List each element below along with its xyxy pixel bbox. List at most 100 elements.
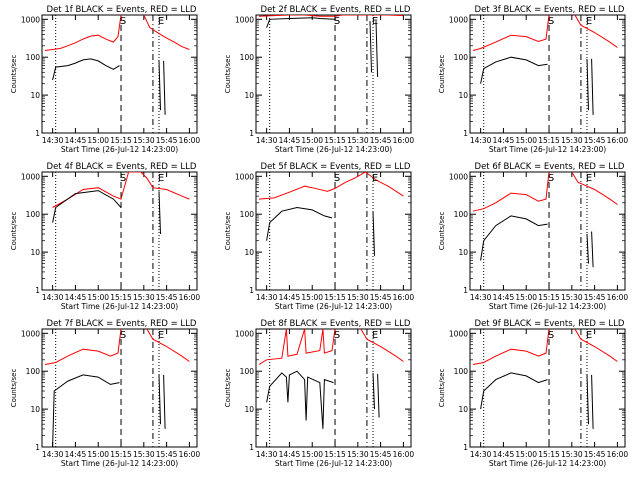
- y-tick-label: 100: [26, 367, 41, 376]
- x-tick-label: 15:00: [87, 293, 109, 302]
- x-tick-label: 14:30: [256, 450, 278, 459]
- x-tick-label: 15:45: [370, 450, 392, 459]
- y-tick-label: 100: [26, 210, 41, 219]
- y-tick-label: 100: [454, 53, 469, 62]
- y-tick-label: 10: [30, 405, 40, 414]
- y-tick-label: 1: [249, 286, 254, 295]
- series-line: [44, 329, 190, 365]
- series-line: [472, 329, 618, 365]
- x-tick-label: 14:45: [493, 450, 515, 459]
- plot-frame: [469, 14, 626, 134]
- x-tick-label: 16:00: [607, 136, 629, 145]
- plot-frame: [469, 328, 626, 448]
- x-tick-label: 14:45: [65, 136, 87, 145]
- y-tick-label: 1000: [21, 329, 40, 338]
- event-marker-label: E: [586, 173, 592, 184]
- series-line: [52, 172, 190, 208]
- x-tick-label: 15:00: [87, 136, 109, 145]
- event-marker-label: E: [586, 330, 592, 341]
- plot-frame: [255, 328, 412, 448]
- x-tick-label: 15:00: [301, 136, 323, 145]
- x-tick-label: 16:00: [393, 136, 415, 145]
- y-axis-label: Counts/sec: [438, 369, 446, 408]
- series-line: [44, 15, 190, 51]
- x-tick-label: 15:45: [370, 293, 392, 302]
- y-tick-label: 1: [35, 129, 40, 138]
- event-marker-label: S: [334, 330, 340, 341]
- y-axis-label: Counts/sec: [224, 55, 232, 94]
- x-tick-label: 15:15: [538, 136, 560, 145]
- chart-title: Det 3f BLACK = Events, RED = LLD: [475, 5, 625, 15]
- y-axis-label: Counts/sec: [224, 369, 232, 408]
- series-line: [258, 172, 404, 200]
- y-tick-label: 100: [454, 210, 469, 219]
- x-tick-label: 14:45: [65, 293, 87, 302]
- x-tick-label: 14:30: [470, 136, 492, 145]
- x-axis-label: Start Time (26-Jul-12 14:23:00): [275, 302, 392, 311]
- x-tick-label: 16:00: [179, 293, 201, 302]
- series-line: [266, 206, 375, 256]
- chart-panel: Det 5f BLACK = Events, RED = LLD 1 10 100 10…: [224, 162, 414, 311]
- plot-frame: [41, 14, 198, 134]
- y-tick-label: 1000: [235, 15, 254, 24]
- series-line: [52, 374, 166, 447]
- event-marker-label: E: [158, 16, 164, 27]
- event-marker-label: S: [548, 16, 554, 27]
- x-axis-label: Start Time (26-Jul-12 14:23:00): [61, 459, 178, 468]
- x-tick-label: 15:15: [110, 450, 132, 459]
- x-tick-label: 16:00: [607, 450, 629, 459]
- series-line: [258, 329, 404, 365]
- x-tick-label: 14:30: [256, 136, 278, 145]
- x-tick-label: 15:00: [301, 293, 323, 302]
- plot-frame: [41, 171, 198, 291]
- x-tick-label: 15:15: [110, 136, 132, 145]
- y-axis-label: Counts/sec: [224, 212, 232, 251]
- y-tick-label: 1000: [449, 329, 468, 338]
- chart-panel: Det 1f BLACK = Events, RED = LLD 1 10 100 10…: [10, 5, 200, 154]
- y-tick-label: 100: [454, 367, 469, 376]
- chart-title: Det 6f BLACK = Events, RED = LLD: [475, 162, 625, 172]
- y-tick-label: 10: [458, 405, 468, 414]
- y-tick-label: 1000: [235, 329, 254, 338]
- x-tick-label: 16:00: [179, 450, 201, 459]
- y-tick-label: 1: [463, 443, 468, 452]
- event-marker-label: S: [334, 16, 340, 27]
- y-tick-label: 1000: [449, 172, 468, 181]
- x-tick-label: 15:00: [515, 136, 537, 145]
- x-tick-label: 14:45: [279, 450, 301, 459]
- chart-panel: Det 3f BLACK = Events, RED = LLD 1 10 100 10…: [438, 5, 628, 154]
- plot-frame: [255, 14, 412, 134]
- chart-panel: Det 9f BLACK = Events, RED = LLD 1 10 100 10…: [438, 319, 628, 468]
- y-tick-label: 10: [458, 91, 468, 100]
- y-tick-label: 100: [240, 210, 255, 219]
- x-tick-label: 15:00: [87, 450, 109, 459]
- x-tick-label: 15:30: [347, 293, 369, 302]
- y-tick-label: 1: [249, 443, 254, 452]
- x-tick-label: 14:45: [279, 293, 301, 302]
- event-marker-label: S: [120, 173, 126, 184]
- chart-title: Det 9f BLACK = Events, RED = LLD: [475, 319, 625, 329]
- x-tick-label: 15:45: [584, 450, 606, 459]
- y-tick-label: 1000: [21, 172, 40, 181]
- event-marker-label: E: [586, 16, 592, 27]
- series-line: [480, 215, 594, 268]
- y-axis-label: Counts/sec: [10, 212, 18, 251]
- x-tick-label: 14:30: [42, 293, 64, 302]
- event-marker-label: S: [120, 330, 126, 341]
- series-line: [472, 172, 618, 212]
- x-axis-label: Start Time (26-Jul-12 14:23:00): [489, 302, 606, 311]
- x-tick-label: 15:00: [515, 293, 537, 302]
- x-tick-label: 15:30: [133, 293, 155, 302]
- y-tick-label: 10: [244, 248, 254, 257]
- event-marker-label: E: [372, 173, 378, 184]
- y-tick-label: 1: [35, 286, 40, 295]
- x-tick-label: 15:15: [324, 450, 346, 459]
- series-line: [52, 58, 166, 115]
- plot-frame: [255, 171, 412, 291]
- x-tick-label: 14:45: [65, 450, 87, 459]
- y-tick-label: 10: [244, 91, 254, 100]
- y-axis-label: Counts/sec: [10, 369, 18, 408]
- series-line: [472, 15, 618, 51]
- chart-panel: Det 8f BLACK = Events, RED = LLD 1 10 100 10…: [224, 319, 414, 468]
